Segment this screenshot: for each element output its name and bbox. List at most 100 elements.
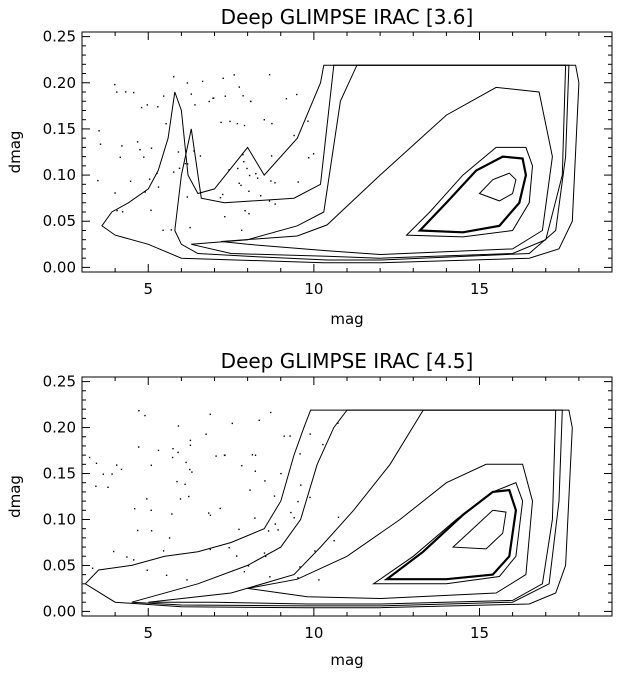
noise-speck: [269, 576, 271, 578]
noise-speck: [314, 550, 316, 552]
noise-speck: [176, 480, 178, 483]
noise-speck: [238, 86, 240, 88]
noise-speck: [165, 574, 168, 576]
noise-speck: [199, 155, 202, 157]
noise-speck: [297, 181, 299, 183]
noise-speck: [146, 569, 148, 571]
noise-speck: [274, 523, 276, 525]
noise-speck: [243, 571, 246, 573]
noise-speck: [242, 95, 244, 97]
noise-speck: [146, 498, 148, 500]
noise-speck: [184, 483, 186, 485]
noise-speck: [107, 486, 109, 488]
noise-speck: [186, 196, 188, 198]
noise-speck: [254, 470, 256, 472]
noise-speck: [116, 91, 118, 93]
noise-speck: [307, 120, 309, 122]
noise-speck: [300, 484, 302, 486]
noise-speck: [322, 443, 324, 446]
noise-speck: [157, 449, 160, 452]
noise-speck: [113, 550, 115, 553]
noise-speck: [299, 566, 301, 568]
noise-speck: [249, 489, 251, 491]
noise-speck: [337, 422, 339, 424]
noise-speck: [258, 419, 260, 421]
contour-line-mid2: [247, 463, 534, 600]
noise-speck: [129, 180, 132, 182]
noise-speck: [121, 211, 124, 213]
noise-speck: [150, 530, 153, 532]
y-tick-label: 0.05: [43, 212, 76, 230]
noise-speck: [238, 528, 240, 531]
noise-speck: [150, 147, 153, 149]
noise-speck: [254, 517, 256, 519]
noise-speck: [162, 229, 164, 231]
y-tick-label: 0.25: [43, 373, 76, 391]
noise-speck: [248, 190, 250, 192]
noise-speck: [224, 454, 226, 457]
x-tick-label: 15: [470, 624, 489, 642]
noise-speck: [209, 413, 211, 415]
noise-speck: [264, 480, 266, 482]
noise-speck: [95, 485, 97, 487]
contour-line-low: [174, 64, 570, 261]
noise-speck: [270, 155, 273, 157]
noise-speck: [189, 226, 191, 229]
y-tick-label: 0.10: [43, 166, 76, 184]
noise-speck: [140, 106, 143, 109]
noise-speck: [228, 547, 230, 549]
noise-speck: [190, 93, 192, 95]
noise-speck: [91, 567, 94, 569]
noise-speck: [201, 80, 204, 83]
contour-line-peak: [478, 172, 517, 202]
noise-speck: [222, 193, 224, 196]
noise-speck: [254, 454, 257, 456]
contour-line-higher: [417, 155, 528, 234]
noise-speck: [277, 529, 279, 531]
noise-speck: [150, 209, 152, 211]
noise-speck: [222, 77, 224, 79]
noise-speck: [184, 162, 187, 165]
noise-speck: [271, 122, 273, 125]
noise-speck: [125, 91, 127, 93]
noise-speck: [299, 453, 301, 455]
noise-speck: [333, 540, 335, 542]
noise-speck: [224, 216, 226, 218]
noise-speck: [243, 161, 245, 163]
noise-speck: [219, 507, 221, 510]
noise-speck: [157, 186, 160, 188]
noise-speck: [208, 100, 210, 103]
noise-speck: [233, 74, 235, 76]
noise-speck: [212, 97, 215, 99]
noise-speck: [171, 456, 174, 459]
noise-speck: [156, 172, 158, 175]
noise-speck: [247, 565, 250, 567]
noise-speck: [293, 134, 295, 137]
noise-speck: [209, 514, 212, 516]
noise-speck: [205, 433, 207, 435]
plot-frame: [81, 376, 613, 617]
noise-speck: [219, 197, 222, 199]
noise-speck: [114, 192, 116, 194]
noise-speck: [173, 171, 175, 173]
noise-speck: [285, 98, 288, 100]
noise-speck: [143, 156, 145, 158]
noise-speck: [215, 455, 217, 457]
noise-speck: [318, 579, 320, 581]
noise-speck: [273, 495, 276, 497]
noise-speck: [312, 153, 315, 155]
contour-line-higher: [383, 488, 518, 581]
noise-speck: [178, 167, 181, 169]
noise-speck: [244, 210, 246, 212]
noise-speck: [170, 229, 172, 231]
noise-speck: [246, 167, 248, 170]
y-tick-label: 0.05: [43, 556, 76, 574]
noise-speck: [191, 471, 193, 473]
x-tick-label: 5: [143, 624, 153, 642]
noise-speck: [208, 512, 210, 514]
noise-speck: [270, 180, 272, 182]
noise-speck: [133, 91, 135, 94]
noise-speck: [186, 82, 189, 84]
noise-speck: [150, 509, 152, 511]
